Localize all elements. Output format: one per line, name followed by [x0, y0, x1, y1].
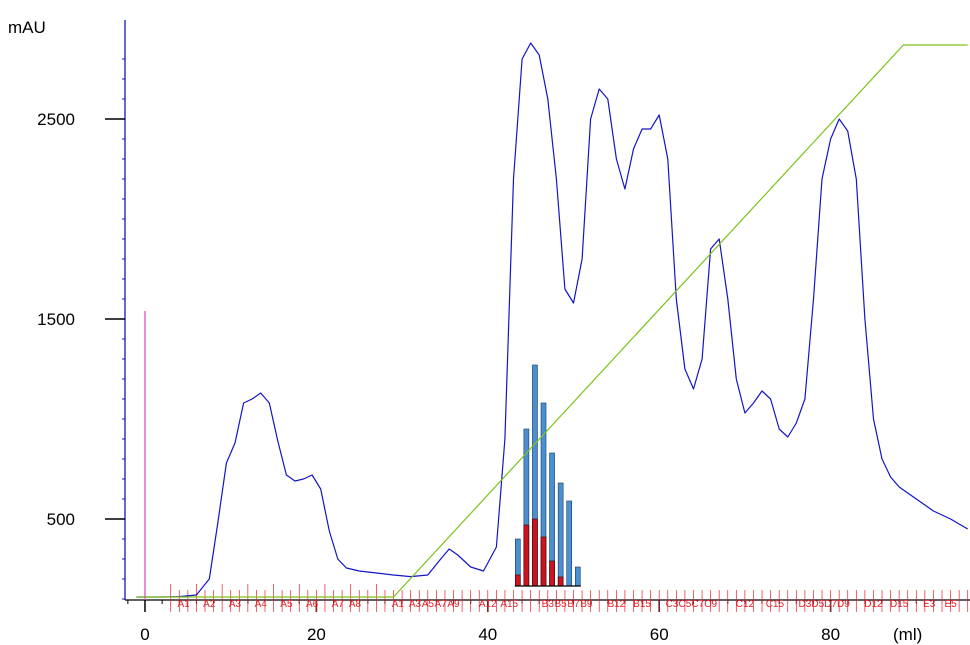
fraction-label: A3 — [229, 599, 242, 610]
bar-red — [532, 518, 538, 587]
fraction-label: A15 — [500, 599, 518, 610]
x-tick-label: 20 — [307, 625, 326, 644]
fraction-label: B15 — [633, 599, 651, 610]
fraction-label: A1 — [392, 599, 405, 610]
fraction-label: A12 — [479, 599, 497, 610]
fraction-bars — [514, 364, 581, 587]
fraction-label: E5 — [944, 599, 957, 610]
fraction-label: A8 — [349, 599, 362, 610]
fraction-label: C12 — [736, 599, 755, 610]
fraction-label: B9 — [580, 599, 593, 610]
y-unit-label: mAU — [8, 18, 46, 37]
x-unit-label: (ml) — [893, 625, 922, 644]
fraction-label: C5 — [679, 599, 692, 610]
bar-blue — [574, 566, 581, 587]
fraction-label: A7 — [332, 599, 345, 610]
y-tick-label: 2500 — [37, 110, 75, 129]
bar-red — [514, 574, 521, 587]
fraction-label: E3 — [923, 599, 936, 610]
fraction-label: A2 — [203, 599, 216, 610]
chart-series — [136, 42, 969, 598]
fraction-label: D3 — [798, 599, 811, 610]
fraction-label: B12 — [607, 599, 625, 610]
fraction-label: C9 — [704, 599, 717, 610]
x-tick-label: 60 — [650, 625, 669, 644]
gradient-line — [136, 44, 968, 598]
bar-red — [523, 524, 530, 587]
bar-red — [557, 576, 564, 587]
fraction-label: D12 — [864, 599, 883, 610]
fraction-label: A7 — [435, 599, 448, 610]
bar-red — [540, 536, 547, 587]
uv-trace-line — [136, 42, 969, 598]
x-tick-label: 80 — [821, 625, 840, 644]
bar-red — [549, 560, 555, 587]
fraction-label: A9 — [447, 599, 460, 610]
fraction-label: C15 — [766, 599, 785, 610]
fraction-label: C3 — [666, 599, 679, 610]
fraction-label: A6 — [306, 599, 319, 610]
y-tick-label: 1500 — [37, 310, 75, 329]
x-tick-label: 0 — [140, 625, 149, 644]
fraction-label: C7 — [691, 599, 704, 610]
fraction-label: D9 — [837, 599, 850, 610]
bar-blue — [566, 500, 573, 587]
fraction-label: A5 — [422, 599, 435, 610]
fraction-label: B7 — [567, 599, 580, 610]
x-tick-label: 40 — [478, 625, 497, 644]
fraction-label: A5 — [280, 599, 293, 610]
fraction-markers: A1 A2 A3 A4 A5 A6 A7 A8 A1 A3 A5 A7 A9 A12 A15 B3 B5 B7 B9… — [170, 584, 969, 612]
fraction-label: A1 — [177, 599, 190, 610]
fraction-label: B3 — [542, 599, 555, 610]
fraction-label: D5 — [811, 599, 824, 610]
bar-blue — [557, 482, 564, 587]
fraction-label: B5 — [555, 599, 568, 610]
fraction-label: D7 — [824, 599, 837, 610]
fraction-label: A4 — [255, 599, 268, 610]
fraction-label: A3 — [409, 599, 422, 610]
y-tick-label: 500 — [47, 510, 75, 529]
fraction-label: D15 — [890, 599, 909, 610]
chart-axes: 500 1500 2500 0 20 40 60 80 — [37, 20, 970, 644]
